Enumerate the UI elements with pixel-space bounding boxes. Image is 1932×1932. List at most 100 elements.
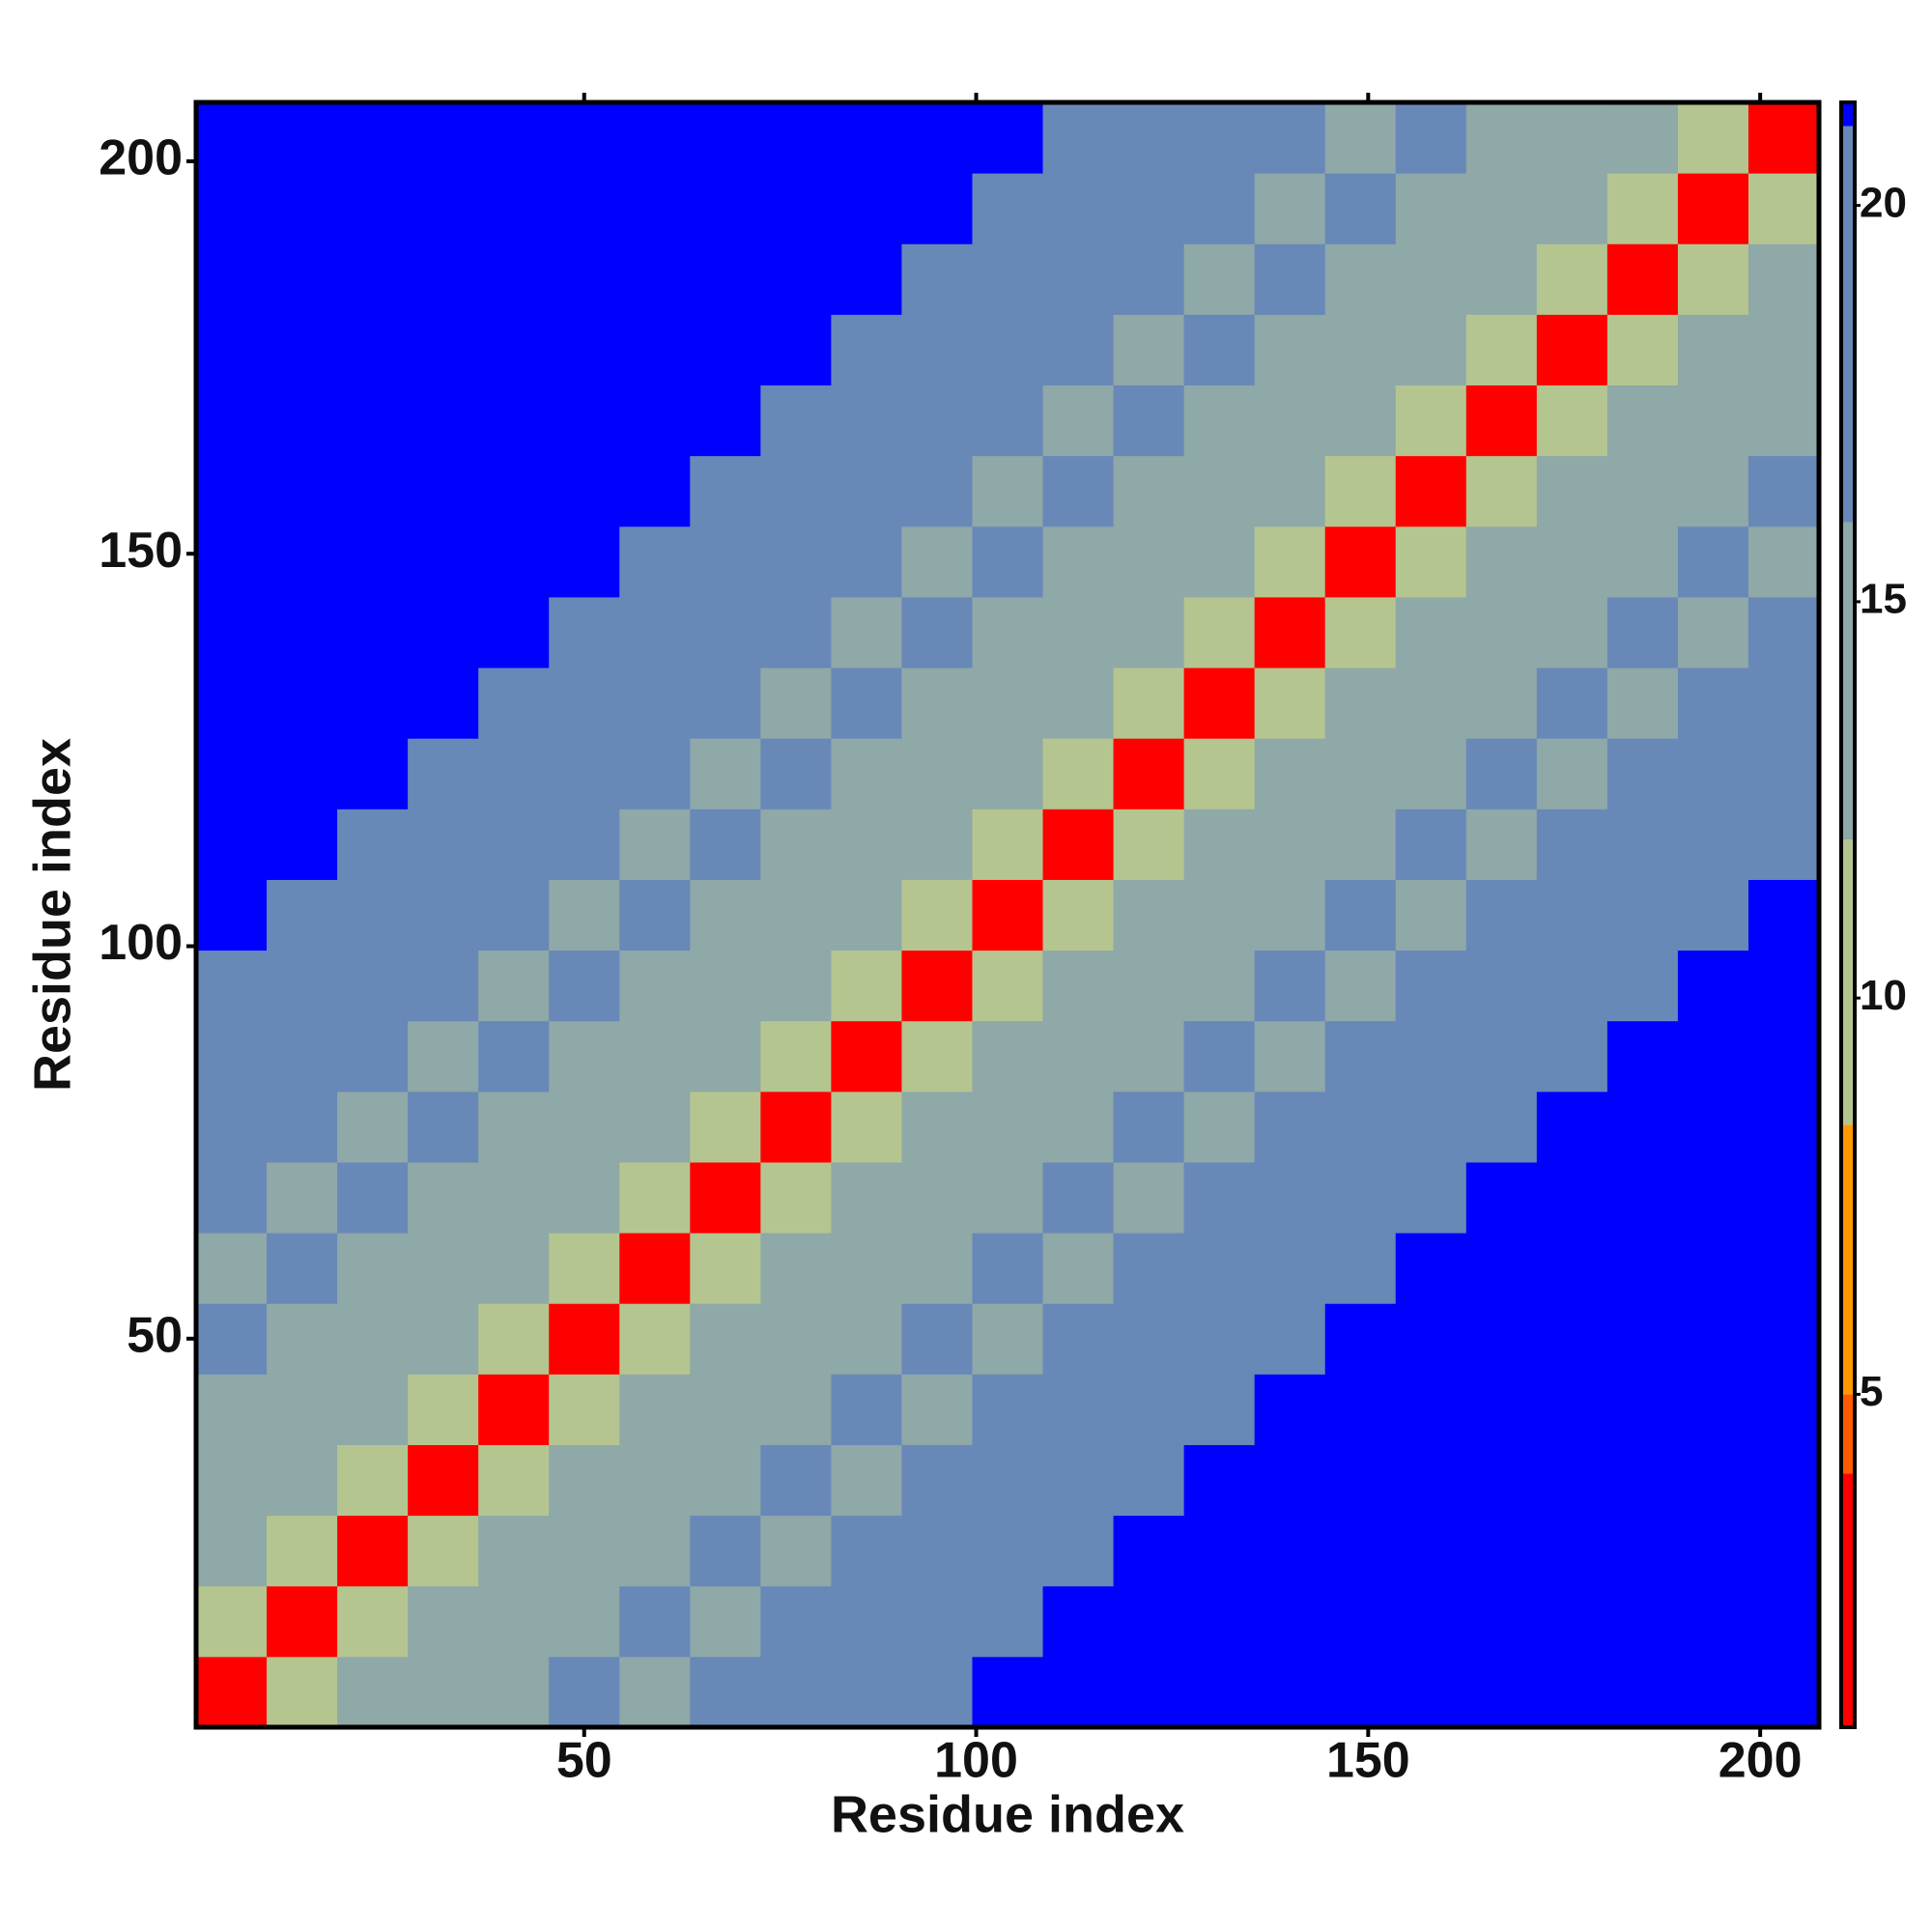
cell: [408, 1515, 479, 1587]
cell: [196, 1161, 268, 1234]
x-tick-label: 100: [934, 1733, 1018, 1789]
cell: [972, 455, 1044, 527]
cell: [690, 243, 761, 315]
cell: [1606, 1303, 1679, 1375]
cell: [267, 738, 338, 810]
cell: [549, 1515, 620, 1587]
cell: [1254, 314, 1326, 386]
cell: [1042, 1303, 1115, 1375]
cell: [1183, 1091, 1256, 1163]
cell: [901, 102, 973, 174]
cell: [1677, 1585, 1749, 1658]
cell: [619, 879, 691, 952]
cell: [690, 1585, 761, 1658]
cell: [408, 738, 479, 810]
colorbar-segment: [1841, 839, 1855, 1125]
cell: [408, 314, 479, 386]
cell: [1254, 1020, 1326, 1093]
cell: [1113, 668, 1185, 739]
cell: [1747, 809, 1820, 880]
cell: [1042, 668, 1115, 739]
cell: [972, 384, 1044, 457]
cell: [760, 1585, 832, 1658]
cell: [1536, 668, 1608, 739]
cell: [1042, 950, 1115, 1022]
cell: [549, 1020, 620, 1093]
cell: [337, 455, 409, 527]
cell: [1183, 879, 1256, 952]
cell: [1747, 1233, 1820, 1304]
cell: [549, 243, 620, 315]
cell: [1113, 1444, 1185, 1517]
cell: [619, 243, 691, 315]
cell: [196, 879, 268, 952]
cell: [1395, 455, 1467, 527]
cell: [1324, 526, 1397, 598]
cell: [690, 1161, 761, 1234]
cell: [1113, 879, 1185, 952]
cell: [1324, 950, 1397, 1022]
cell: [1747, 1303, 1820, 1375]
cell: [1677, 596, 1749, 668]
cell: [196, 1233, 268, 1304]
cell: [1042, 1020, 1115, 1093]
cell: [831, 879, 902, 952]
cell: [408, 384, 479, 457]
cell: [760, 879, 832, 952]
cell: [1465, 1303, 1538, 1375]
cell: [408, 173, 479, 244]
cell: [1747, 950, 1820, 1022]
cell: [619, 173, 691, 244]
cell: [1254, 596, 1326, 668]
cell: [760, 1303, 832, 1375]
cell: [1606, 668, 1679, 739]
cell: [972, 1374, 1044, 1445]
cell: [1113, 1656, 1185, 1728]
cell: [1113, 384, 1185, 457]
cell: [1113, 243, 1185, 315]
cell: [478, 102, 550, 174]
cell: [408, 1374, 479, 1445]
cell: [408, 950, 479, 1022]
cell: [478, 1091, 550, 1163]
cell: [1677, 455, 1749, 527]
cell: [1113, 1233, 1185, 1304]
cell: [1254, 1444, 1326, 1517]
cell: [337, 384, 409, 457]
cell: [1254, 455, 1326, 527]
cell: [1465, 1374, 1538, 1445]
y-tick-label: 200: [99, 130, 183, 186]
cell: [1395, 1020, 1467, 1093]
cell: [1042, 1374, 1115, 1445]
cell: [1465, 1233, 1538, 1304]
cell: [690, 950, 761, 1022]
cell: [1606, 243, 1679, 315]
cell: [1113, 173, 1185, 244]
cell: [1465, 809, 1538, 880]
cell: [1324, 1656, 1397, 1728]
cell: [901, 738, 973, 810]
plot-frame: [193, 99, 1822, 1730]
cell: [690, 1303, 761, 1375]
cell: [267, 102, 338, 174]
cell: [267, 173, 338, 244]
cell: [337, 1161, 409, 1234]
cell: [1677, 1161, 1749, 1234]
cell: [1395, 1303, 1467, 1375]
cell: [478, 950, 550, 1022]
cell: [1324, 1091, 1397, 1163]
cell: [1395, 950, 1467, 1022]
cell: [267, 1585, 338, 1658]
cell: [478, 809, 550, 880]
cell: [549, 1091, 620, 1163]
x-tick-label: 50: [556, 1733, 612, 1789]
colorbar-tick-label: 20: [1860, 179, 1907, 226]
cell: [1536, 1303, 1608, 1375]
cell: [1183, 1444, 1256, 1517]
cell: [619, 950, 691, 1022]
cell: [1677, 102, 1749, 174]
cell: [1042, 243, 1115, 315]
cell: [478, 1656, 550, 1728]
cell: [196, 1444, 268, 1517]
cell: [1465, 879, 1538, 952]
